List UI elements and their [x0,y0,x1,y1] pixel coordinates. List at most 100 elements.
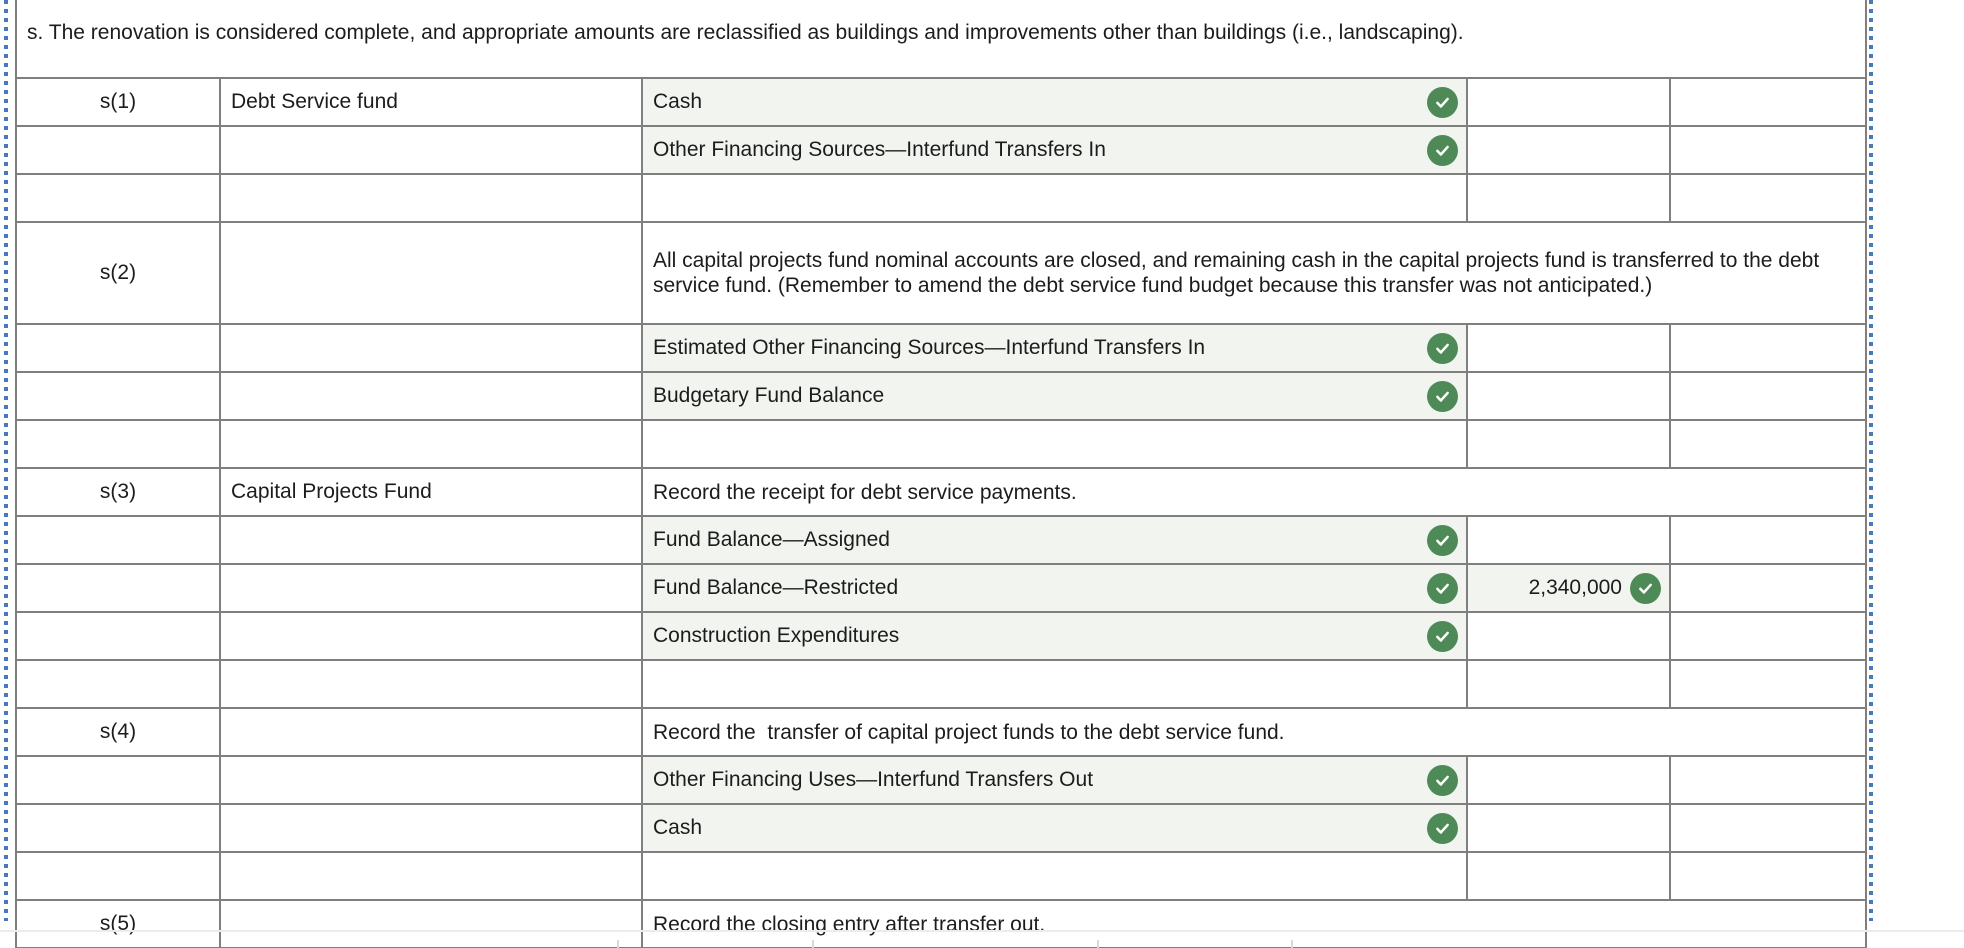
entry-label-cell [17,325,221,371]
entry-label-cell: s(1) [17,79,221,125]
check-icon [1427,620,1458,652]
journal-row: Other Financing Sources—Interfund Transf… [17,125,1865,173]
credit-cell[interactable] [1671,757,1865,803]
fund-cell[interactable]: Debt Service fund [221,79,643,125]
fund-cell [221,901,643,947]
check-icon [1427,332,1458,364]
entry-label-cell [17,805,221,851]
entry-label-cell: s(3) [17,469,221,515]
fund-cell[interactable] [221,661,643,707]
fund-cell[interactable] [221,853,643,899]
description-cell: Record the transfer of capital project f… [653,720,1285,744]
page-break-line-right [1869,0,1873,921]
check-icon [1427,380,1458,412]
debit-cell[interactable] [1468,661,1671,707]
journal-row: Construction Expenditures [17,611,1865,659]
credit-cell[interactable] [1671,79,1865,125]
fund-cell[interactable] [221,421,643,467]
debit-cell[interactable] [1468,757,1671,803]
journal-row [17,173,1865,221]
fund-cell [221,517,643,563]
transaction-intro-text: s. The renovation is considered complete… [27,20,1464,44]
debit-cell[interactable] [1468,373,1671,419]
account-title: Cash [653,816,703,839]
debit-cell[interactable] [1468,805,1671,851]
journal-row: Fund Balance—Assigned [17,515,1865,563]
debit-cell[interactable] [1468,175,1671,221]
transaction-intro-row: s. The renovation is considered complete… [17,0,1865,77]
fund-cell [221,223,643,323]
account-cell[interactable]: Other Financing Uses—Interfund Transfers… [643,757,1468,803]
account-title: Estimated Other Financing Sources—Interf… [653,336,1206,359]
description-cell: All capital projects fund nominal accoun… [653,249,1825,297]
account-title: Fund Balance—Restricted [653,576,899,599]
debit-cell[interactable] [1468,517,1671,563]
entry-label-cell: s(5) [17,901,221,947]
credit-cell[interactable] [1671,565,1865,611]
check-icon [1427,524,1458,556]
journal-row: s(3) Capital Projects Fund Record the rece… [17,467,1865,515]
credit-cell[interactable] [1671,127,1865,173]
fund-cell[interactable]: Capital Projects Fund [221,469,643,515]
credit-cell[interactable] [1671,325,1865,371]
journal-row: s(4) Record the transfer of capital proje… [17,707,1865,755]
debit-cell[interactable] [1468,325,1671,371]
fund-cell [221,127,643,173]
debit-cell[interactable] [1468,79,1671,125]
debit-cell[interactable]: 2,340,000 [1468,565,1671,611]
account-cell[interactable]: Construction Expenditures [643,613,1468,659]
check-icon [1630,572,1661,604]
journal-entry-table: s. The renovation is considered complete… [15,0,1867,948]
entry-label-cell [17,853,221,899]
credit-cell[interactable] [1671,517,1865,563]
account-cell[interactable] [643,421,1468,467]
credit-cell[interactable] [1671,175,1865,221]
account-cell[interactable]: Other Financing Sources—Interfund Transf… [643,127,1468,173]
journal-row [17,851,1865,899]
description-cell: Record the closing entry after transfer … [653,912,1046,936]
journal-row: Fund Balance—Restricted 2,340,000 [17,563,1865,611]
check-icon [1427,812,1458,844]
account-title: Budgetary Fund Balance [653,384,885,407]
journal-row: Estimated Other Financing Sources—Interf… [17,323,1865,371]
fund-cell[interactable] [221,175,643,221]
account-cell[interactable]: Cash [643,805,1468,851]
entry-label-cell [17,127,221,173]
credit-cell[interactable] [1671,421,1865,467]
account-cell[interactable] [643,661,1468,707]
check-icon [1427,86,1458,118]
entry-label-cell: s(2) [17,223,221,323]
journal-row [17,659,1865,707]
credit-cell[interactable] [1671,853,1865,899]
account-cell[interactable] [643,175,1468,221]
account-cell[interactable]: Fund Balance—Assigned [643,517,1468,563]
account-title: Fund Balance—Assigned [653,528,890,551]
credit-cell[interactable] [1671,805,1865,851]
account-cell[interactable]: Budgetary Fund Balance [643,373,1468,419]
account-title: Cash [653,90,703,113]
debit-cell[interactable] [1468,853,1671,899]
check-icon [1427,134,1458,166]
credit-cell[interactable] [1671,661,1865,707]
debit-cell[interactable] [1468,127,1671,173]
account-cell[interactable]: Fund Balance—Restricted [643,565,1468,611]
fund-cell [221,805,643,851]
next-table-border-stub [1291,940,1293,948]
next-table-border-stub [617,940,619,948]
page-break-line-left [4,0,8,921]
journal-row: s(5) Record the closing entry after trans… [17,899,1865,947]
credit-cell[interactable] [1671,613,1865,659]
fund-cell [221,709,643,755]
entry-label-cell [17,661,221,707]
debit-cell[interactable] [1468,421,1671,467]
credit-cell[interactable] [1671,373,1865,419]
entry-label-cell [17,565,221,611]
account-title: Other Financing Sources—Interfund Transf… [653,138,1106,161]
account-cell[interactable]: Cash [643,79,1468,125]
check-icon [1427,572,1458,604]
fund-cell [221,613,643,659]
debit-cell[interactable] [1468,613,1671,659]
account-cell[interactable]: Estimated Other Financing Sources—Interf… [643,325,1468,371]
account-cell[interactable] [643,853,1468,899]
entry-label-cell [17,613,221,659]
